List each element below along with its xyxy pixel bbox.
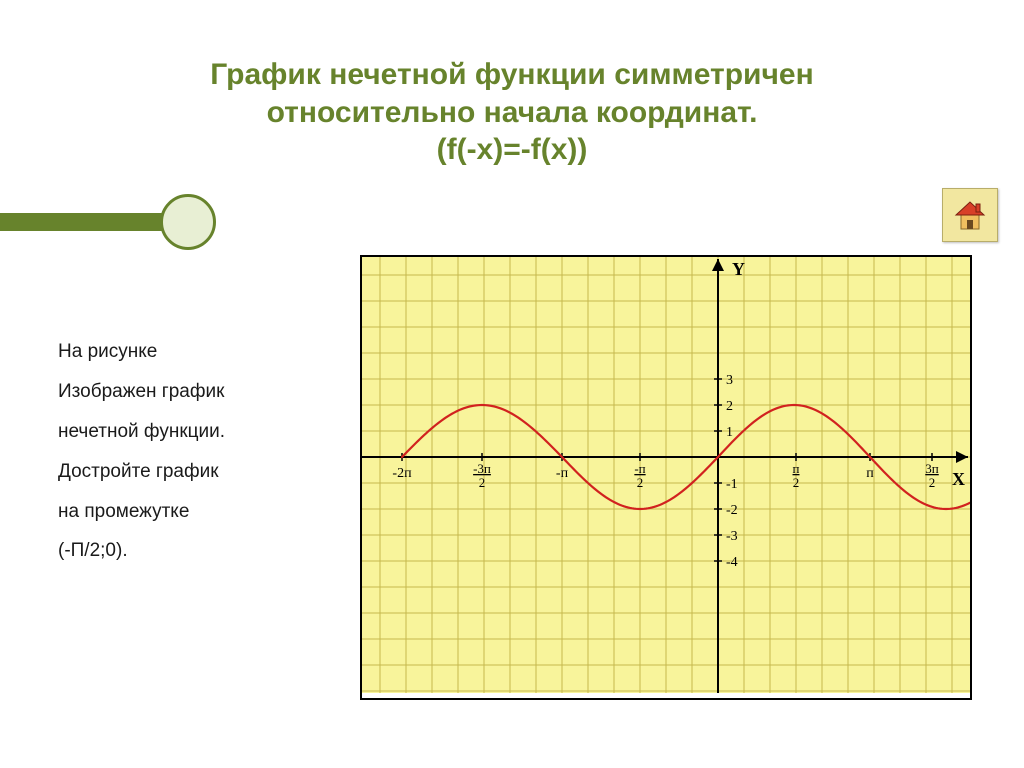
- svg-text:X: X: [952, 469, 965, 489]
- svg-text:-п: -п: [556, 466, 569, 481]
- svg-text:2: 2: [637, 475, 644, 490]
- title-line-3: (f(-x)=-f(x)): [80, 131, 944, 169]
- desc-line-5: на промежутке: [58, 492, 338, 532]
- svg-text:3п: 3п: [925, 461, 939, 476]
- svg-text:п: п: [866, 466, 874, 481]
- svg-text:п: п: [793, 461, 800, 476]
- slide-title: График нечетной функции симметричен отно…: [0, 0, 1024, 169]
- title-line-1: График нечетной функции симметричен: [80, 56, 944, 94]
- decorative-pill: [0, 194, 216, 250]
- desc-line-6: (-П/2;0).: [58, 531, 338, 571]
- svg-text:-1: -1: [726, 477, 738, 492]
- svg-text:3: 3: [726, 373, 733, 388]
- svg-text:-2п: -2п: [392, 466, 412, 481]
- title-line-2: относительно начала координат.: [80, 94, 944, 132]
- pill-ball: [160, 194, 216, 250]
- svg-text:2: 2: [929, 475, 936, 490]
- svg-text:2: 2: [479, 475, 486, 490]
- svg-text:-п: -п: [634, 461, 645, 476]
- svg-text:Y: Y: [732, 259, 745, 279]
- home-icon: [952, 198, 988, 232]
- svg-text:-3п: -3п: [473, 461, 491, 476]
- svg-text:-3: -3: [726, 529, 738, 544]
- desc-line-2: Изображен график: [58, 372, 338, 412]
- svg-text:-4: -4: [726, 555, 738, 570]
- desc-line-1: На рисунке: [58, 332, 338, 372]
- chart: YX321-1-2-3-4-2п-3п2-п-п2п2п3п2: [360, 255, 972, 700]
- pill-stem: [0, 213, 170, 231]
- svg-text:2: 2: [726, 399, 733, 414]
- svg-text:2: 2: [793, 475, 800, 490]
- svg-text:-2: -2: [726, 503, 738, 518]
- home-button[interactable]: [942, 188, 998, 242]
- svg-text:1: 1: [726, 425, 733, 440]
- description-text: На рисунке Изображен график нечетной фун…: [58, 332, 338, 571]
- desc-line-3: нечетной функции.: [58, 412, 338, 452]
- chart-svg: YX321-1-2-3-4-2п-3п2-п-п2п2п3п2: [362, 257, 970, 693]
- desc-line-4: Достройте график: [58, 452, 338, 492]
